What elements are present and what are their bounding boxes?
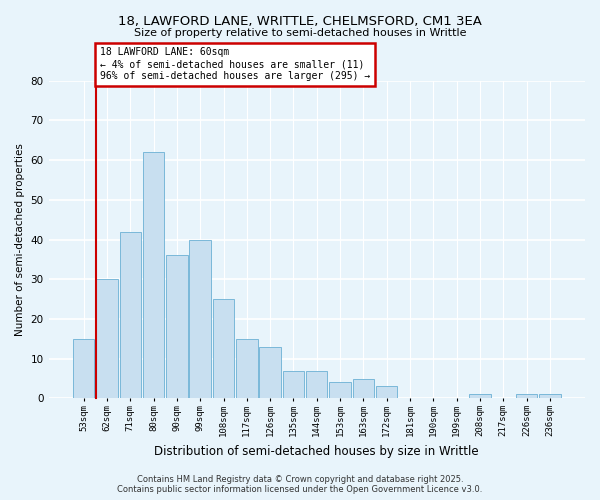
Bar (96, 279, 118, 398)
Bar (166, 256, 188, 398)
Bar (329, 382, 351, 398)
Bar (190, 240, 211, 398)
Bar (469, 394, 491, 398)
Text: Size of property relative to semi-detached houses in Writtle: Size of property relative to semi-detach… (134, 28, 466, 38)
Bar (119, 232, 141, 398)
Bar (376, 386, 397, 398)
Bar (516, 394, 538, 398)
Bar (236, 339, 257, 398)
Text: 18, LAWFORD LANE, WRITTLE, CHELMSFORD, CM1 3EA: 18, LAWFORD LANE, WRITTLE, CHELMSFORD, C… (118, 15, 482, 28)
Bar (353, 378, 374, 398)
Bar (306, 370, 328, 398)
Y-axis label: Number of semi-detached properties: Number of semi-detached properties (15, 143, 25, 336)
Text: Contains HM Land Registry data © Crown copyright and database right 2025.
Contai: Contains HM Land Registry data © Crown c… (118, 474, 482, 494)
Bar (213, 299, 234, 398)
Bar (259, 346, 281, 399)
Bar (143, 152, 164, 398)
Bar (73, 339, 94, 398)
X-axis label: Distribution of semi-detached houses by size in Writtle: Distribution of semi-detached houses by … (154, 444, 479, 458)
Text: 18 LAWFORD LANE: 60sqm
← 4% of semi-detached houses are smaller (11)
96% of semi: 18 LAWFORD LANE: 60sqm ← 4% of semi-deta… (100, 48, 370, 80)
Bar (283, 370, 304, 398)
Bar (539, 394, 560, 398)
